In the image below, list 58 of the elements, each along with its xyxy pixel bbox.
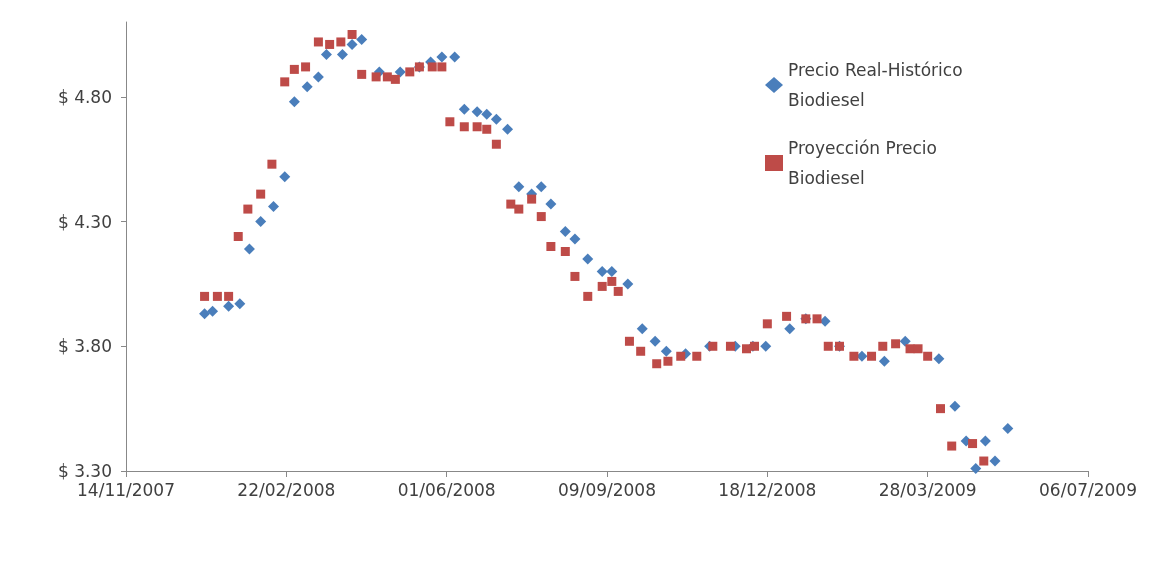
x-tick-label: 09/09/2008: [558, 479, 656, 500]
point: [223, 300, 235, 312]
point: [949, 400, 961, 412]
y-tick-label: $ 3.30: [57, 461, 112, 481]
x-tick-label: 28/03/2009: [878, 479, 977, 500]
point: [989, 455, 1001, 467]
legend-label: Proyección Precio Biodiesel: [788, 138, 943, 188]
point: [1002, 423, 1014, 435]
point: [970, 463, 982, 475]
x-tick-label: 18/12/2008: [718, 479, 817, 500]
point: [234, 298, 246, 310]
point: [449, 51, 461, 63]
point: [490, 113, 502, 125]
point: [606, 265, 618, 277]
point: [502, 123, 514, 135]
y-tick-label: $ 4.30: [57, 211, 112, 232]
x-tick-label: 22/02/2008: [237, 479, 336, 500]
x-tick-label: 01/06/2008: [397, 479, 496, 500]
point: [596, 265, 608, 277]
point: [649, 335, 661, 347]
point: [255, 216, 267, 228]
point: [513, 181, 525, 193]
point: [636, 323, 648, 335]
x-tick-label: 14/11/2007: [77, 479, 175, 500]
point: [899, 335, 911, 347]
point: [268, 201, 280, 213]
point: [336, 48, 348, 60]
point: [979, 435, 991, 447]
point: [288, 96, 300, 108]
legend-label: Precio Real-Histórico Biodiesel: [788, 60, 968, 110]
point: [559, 226, 571, 238]
point: [660, 345, 672, 357]
point: [535, 181, 547, 193]
point: [545, 198, 557, 210]
point: [346, 38, 358, 50]
point: [243, 243, 255, 255]
point: [320, 48, 332, 60]
point: [394, 66, 406, 78]
x-tick-label: 06/07/2009: [1039, 479, 1137, 500]
point: [878, 355, 890, 367]
point: [933, 353, 945, 365]
point: [301, 81, 313, 93]
point: [760, 340, 772, 352]
point: [622, 278, 634, 290]
y-tick-label: $ 4.80: [57, 86, 112, 107]
point: [784, 323, 796, 335]
point: [569, 233, 581, 245]
point: [207, 305, 219, 317]
y-tick-label: $ 3.80: [57, 336, 112, 357]
point: [356, 33, 368, 45]
point: [471, 106, 483, 118]
point: [436, 51, 448, 63]
point: [458, 103, 470, 115]
point: [199, 308, 211, 320]
point: [312, 71, 324, 83]
point: [481, 108, 493, 120]
point: [279, 171, 291, 183]
point: [582, 253, 594, 265]
